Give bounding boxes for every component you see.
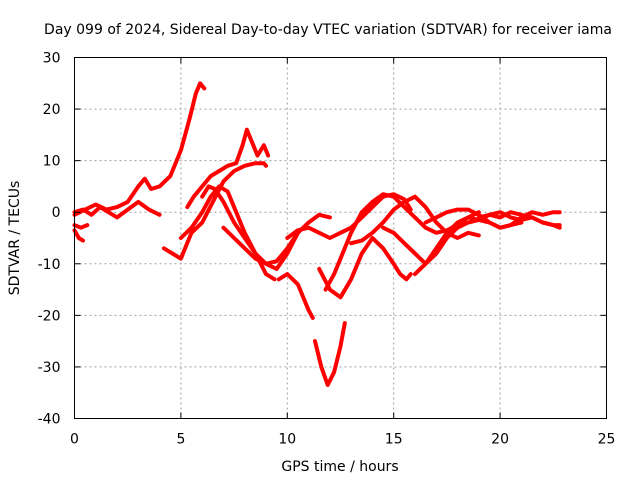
x-tick-label: 10 — [278, 432, 296, 448]
series-line-satellite-15 — [349, 194, 481, 246]
x-tick-label: 25 — [598, 432, 616, 448]
axis-ticks: 0 5 10 15 20 25 -40 -30 -20 -10 0 10 20 30 — [38, 51, 616, 448]
x-tick-label: 20 — [491, 432, 509, 448]
y-tick-label: 20 — [43, 102, 61, 118]
x-tick-label: 15 — [385, 432, 403, 448]
series-line-satellite-7 — [200, 184, 300, 271]
x-tick-label: 0 — [70, 432, 79, 448]
series-line-satellite-18 — [423, 207, 562, 230]
y-axis-label: SDTVAR / TECUs — [7, 181, 23, 296]
series-line-satellite-19 — [476, 210, 562, 228]
data-series-group — [72, 81, 562, 387]
y-tick-label: 10 — [43, 154, 61, 170]
y-tick-label: -40 — [38, 412, 61, 428]
series-line-satellite-6 — [185, 127, 271, 210]
x-tick-label: 5 — [176, 432, 185, 448]
series-line-satellite-4 — [72, 223, 90, 230]
chart-title: Day 099 of 2024, Sidereal Day-to-day VTE… — [44, 22, 612, 38]
y-tick-label: 30 — [43, 51, 61, 67]
y-tick-label: -20 — [38, 308, 61, 324]
x-axis-label: GPS time / hours — [281, 459, 398, 475]
series-line-satellite-1 — [72, 81, 207, 217]
plot-frame — [74, 57, 607, 419]
series-line-satellite-13 — [285, 192, 413, 240]
y-tick-label: 0 — [52, 205, 61, 221]
grid-lines — [74, 57, 607, 419]
series-line-satellite-10 — [276, 272, 315, 320]
y-tick-label: -30 — [38, 360, 61, 376]
series-line-satellite-11 — [313, 321, 347, 387]
series-line-satellite-12 — [317, 236, 413, 300]
series-line-satellite-2 — [72, 199, 162, 220]
series-line-satellite-9 — [221, 212, 332, 266]
series-line-satellite-3 — [72, 228, 85, 243]
y-tick-label: -10 — [38, 257, 61, 273]
